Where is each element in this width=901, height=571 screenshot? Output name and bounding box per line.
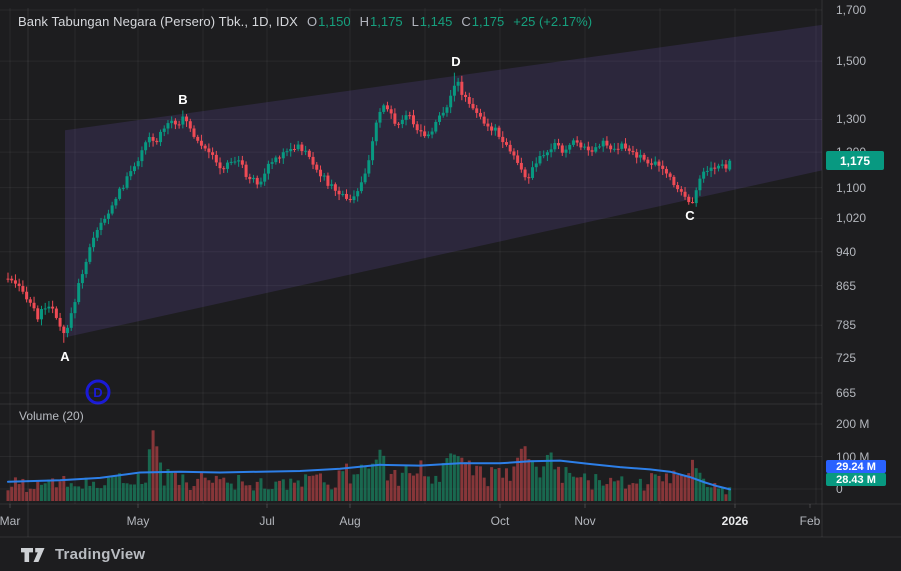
pattern-channel[interactable]	[65, 24, 823, 338]
change-value: +25 (+2.17%)	[513, 14, 593, 29]
open-value: 1,150	[318, 14, 351, 29]
low-value: 1,145	[419, 14, 453, 29]
symbol-info-bar: Bank Tabungan Negara (Persero) Tbk., 1D,…	[18, 14, 592, 29]
footer-bar: TradingView	[0, 538, 901, 571]
wave-label-c[interactable]: C	[685, 208, 695, 223]
volume-tick-label: 0	[836, 482, 843, 496]
time-tick-label: Feb	[799, 514, 821, 528]
last-price-badge: 1,175	[826, 151, 884, 171]
volume-tick-label: 200 M	[836, 417, 870, 431]
time-tick-label: 2026	[721, 514, 749, 528]
volume-ma-badge: 29.24 M	[826, 460, 886, 473]
time-tick-label: Mar	[0, 514, 21, 528]
price-tick-label: 1,100	[836, 180, 867, 195]
tradingview-logo[interactable]	[20, 546, 46, 564]
volume-indicator-label[interactable]: Volume (20)	[19, 409, 84, 423]
price-tick-label: 1,020	[836, 211, 867, 226]
wave-label-a[interactable]: A	[60, 349, 70, 364]
volume-last-badge: 28.43 M	[826, 473, 886, 486]
time-tick-label: Jul	[259, 514, 275, 528]
symbol-title[interactable]: Bank Tabungan Negara (Persero) Tbk., 1D,…	[18, 14, 298, 29]
price-tick-label: 665	[836, 385, 857, 400]
low-label: L	[411, 14, 419, 29]
price-tick-label: 865	[836, 278, 857, 293]
price-tick-label: 785	[836, 318, 857, 333]
high-label: H	[359, 14, 370, 29]
time-tick-label: Oct	[490, 514, 510, 528]
close-value: 1,175	[471, 14, 505, 29]
open-label: O	[306, 14, 318, 29]
price-tick-label: 725	[836, 350, 857, 365]
price-tick-label: 1,700	[836, 3, 867, 17]
time-tick-label: May	[126, 514, 150, 528]
price-tick-label: 1,300	[836, 112, 867, 127]
price-tick-label: 1,500	[836, 54, 867, 69]
volume-series	[6, 430, 732, 501]
close-label: C	[461, 14, 471, 29]
gridlines	[0, 8, 822, 504]
pane-borders	[0, 0, 901, 538]
volume-ma-line[interactable]	[7, 459, 731, 491]
svg-text:D: D	[93, 385, 102, 400]
wave-label-d[interactable]: D	[451, 54, 460, 69]
high-value: 1,175	[370, 14, 403, 29]
wave-labels: A B D C	[60, 54, 695, 364]
tradingview-wordmark[interactable]: TradingView	[55, 546, 146, 563]
exchange-logo-watermark: D	[85, 379, 111, 405]
price-tick-label: 940	[836, 244, 857, 259]
time-tick-label: Aug	[339, 514, 361, 528]
candlestick-series	[6, 72, 732, 343]
time-tick-label: Nov	[574, 514, 596, 528]
wave-label-b[interactable]: B	[178, 92, 187, 107]
